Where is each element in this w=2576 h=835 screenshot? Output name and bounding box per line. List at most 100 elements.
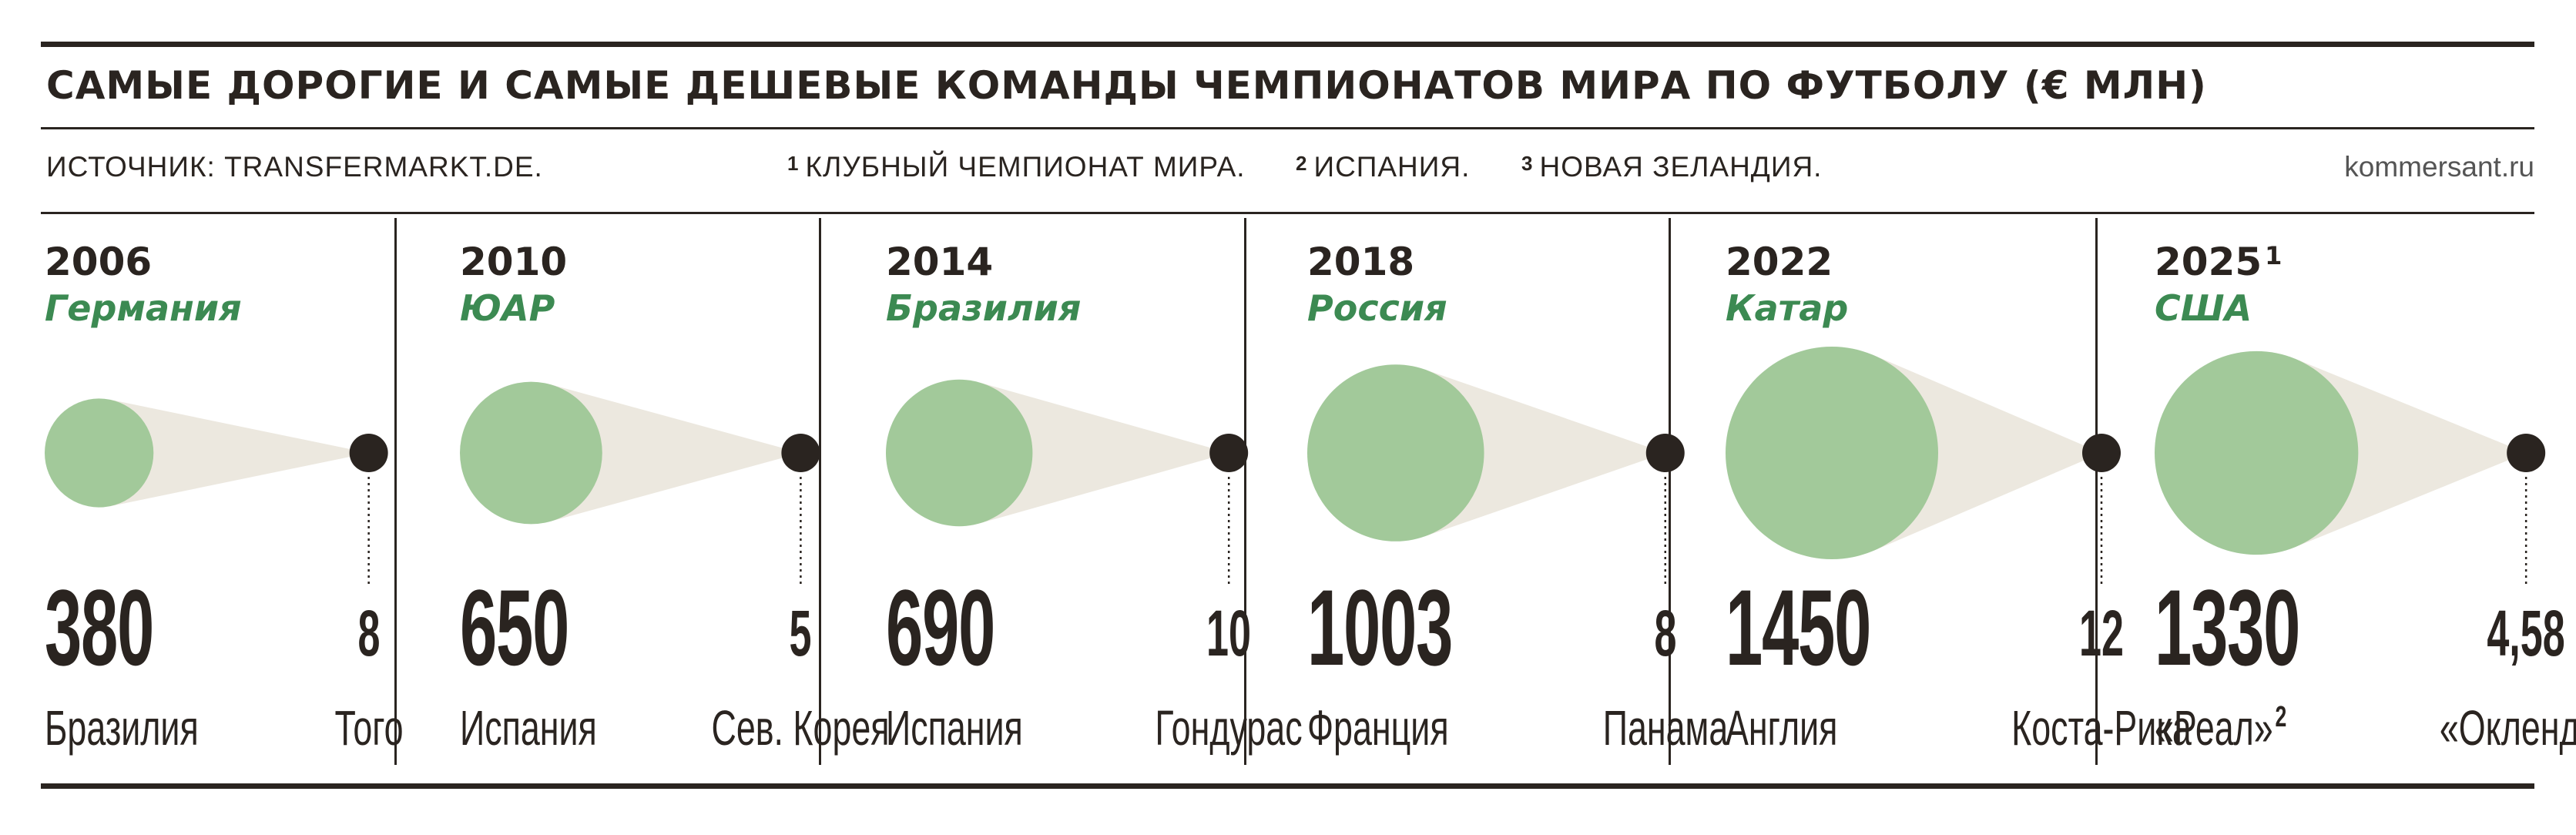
team-text: Гондурас	[1155, 700, 1303, 756]
host-country: Германия	[45, 287, 242, 329]
min-value-label: 5	[789, 597, 812, 669]
footnote-2: 2 ИСПАНИЯ.	[1296, 151, 1470, 183]
column-separator	[1669, 218, 1671, 765]
max-team-name: Англия	[1726, 703, 1837, 753]
min-value-label: 8	[357, 597, 381, 669]
footnote-mark: 2	[1296, 152, 1308, 175]
tournament-panel: 2022 Катар 1450 12 Англия Коста-Рика	[1726, 218, 2192, 780]
team-text: Бразилия	[45, 700, 199, 756]
min-value-dot	[781, 434, 820, 472]
tournament-panel: 2014 Бразилия 690 10 Испания Гондурас	[886, 218, 1303, 780]
max-team-name: Испания	[460, 703, 597, 753]
source-bar: ИСТОЧНИК: TRANSFERMARKT.DE. 1 КЛУБНЫЙ ЧЕМ…	[46, 151, 2534, 197]
top-rule	[41, 42, 2534, 47]
column-separator	[394, 218, 397, 765]
host-country: Россия	[1307, 287, 1447, 329]
max-value-bubble	[1307, 364, 1484, 542]
max-team-name: Франция	[1307, 703, 1449, 753]
year-text: 2014	[886, 240, 994, 284]
min-team-name: «Окленд»3	[2440, 703, 2576, 753]
column-separator	[819, 218, 821, 765]
team-text: Панама	[1602, 700, 1729, 756]
bubble-comparison	[460, 381, 820, 584]
year-label: 2014	[886, 240, 993, 284]
host-country: Бразилия	[886, 287, 1082, 329]
min-value-dot	[1209, 434, 1249, 472]
max-value-bubble	[2155, 350, 2359, 555]
tournament-panel: 2006 Германия 380 8 Бразилия Того	[45, 218, 430, 780]
site-credit: kommersant.ru	[2344, 151, 2534, 183]
comparison-cone	[531, 384, 801, 522]
source-text: ИСТОЧНИК: TRANSFERMARKT.DE.	[46, 151, 543, 183]
min-team-name: Коста-Рика	[2011, 703, 2192, 753]
bottom-rule	[41, 783, 2534, 789]
max-value-label: 380	[45, 567, 154, 688]
max-value-label: 1450	[1726, 567, 1871, 688]
year-text: 2006	[45, 240, 153, 284]
footnote-mark: 2	[2275, 701, 2287, 733]
max-value-label: 1003	[1307, 567, 1453, 688]
team-text: Коста-Рика	[2011, 700, 2192, 756]
comparison-cone	[99, 399, 369, 507]
max-value-label: 1330	[2155, 567, 2300, 688]
team-text: Франция	[1307, 700, 1449, 756]
bubble-comparison	[45, 398, 388, 584]
chart-title: САМЫЕ ДОРОГИЕ И САМЫЕ ДЕШЕВЫЕ КОМАНДЫ ЧЕ…	[46, 63, 2207, 108]
min-team-name: Гондурас	[1156, 703, 1303, 753]
footnote-mark: 1	[787, 152, 800, 175]
year-label: 2022	[1726, 240, 1833, 284]
min-value-label: 8	[1654, 597, 1677, 669]
max-team-name: «Реал»2	[2155, 703, 2286, 753]
bubble-comparison	[1726, 347, 2121, 584]
year-text: 2025	[2155, 240, 2262, 284]
max-value-label: 650	[460, 567, 569, 688]
footnote-text: КЛУБНЫЙ ЧЕМПИОНАТ МИРА.	[805, 151, 1246, 183]
source-rule	[41, 212, 2534, 214]
year-label: 2025 1	[2155, 240, 2282, 284]
tournament-panel: 2018 Россия 1003 8 Франция Панама	[1307, 218, 1728, 780]
team-text: Испания	[886, 700, 1023, 756]
footnote-mark: 3	[1521, 152, 1534, 175]
team-text: Того	[334, 700, 404, 756]
year-label: 2018	[1307, 240, 1414, 284]
team-text: Сев. Корея	[711, 700, 890, 756]
footnote-1: 1 КЛУБНЫЙ ЧЕМПИОНАТ МИРА.	[787, 151, 1246, 183]
team-text: Испания	[460, 700, 597, 756]
team-text: «Окленд»	[2439, 700, 2576, 756]
max-value-bubble	[886, 379, 1033, 527]
max-value-bubble	[1726, 347, 1938, 559]
min-value-label: 12	[2079, 597, 2124, 669]
bubble-comparison	[886, 379, 1249, 584]
min-team-name: Того	[334, 703, 403, 753]
tournament-panel: 2010 ЮАР 650 5 Испания Сев. Корея	[460, 218, 890, 780]
min-team-name: Сев. Корея	[712, 703, 890, 753]
footnote-mark: 1	[2265, 241, 2283, 270]
bubble-comparison	[1307, 364, 1685, 584]
host-country: Катар	[1726, 287, 1849, 329]
year-text: 2022	[1726, 240, 1833, 284]
max-team-name: Испания	[886, 703, 1023, 753]
column-separator	[2095, 218, 2098, 765]
footnote-text: ИСПАНИЯ.	[1313, 151, 1471, 183]
max-value-label: 690	[886, 567, 995, 688]
footnote-text: НОВАЯ ЗЕЛАНДИЯ.	[1539, 151, 1823, 183]
min-value-label: 10	[1206, 597, 1252, 669]
max-team-name: Бразилия	[45, 703, 199, 753]
team-text: «Реал»	[2155, 700, 2273, 756]
max-value-bubble	[460, 381, 602, 525]
min-value-dot	[2082, 434, 2121, 472]
team-text: Англия	[1726, 700, 1838, 756]
year-label: 2010	[460, 240, 567, 284]
min-value-label: 4,58	[2487, 597, 2565, 669]
min-value-dot	[1645, 434, 1685, 472]
min-value-dot	[2507, 434, 2546, 472]
min-value-dot	[349, 434, 388, 472]
title-rule	[41, 127, 2534, 129]
year-text: 2010	[460, 240, 568, 284]
year-label: 2006	[45, 240, 152, 284]
max-value-bubble	[45, 398, 154, 508]
host-country: США	[2155, 287, 2252, 329]
comparison-cone	[959, 382, 1229, 524]
bubble-comparison	[2155, 350, 2546, 584]
